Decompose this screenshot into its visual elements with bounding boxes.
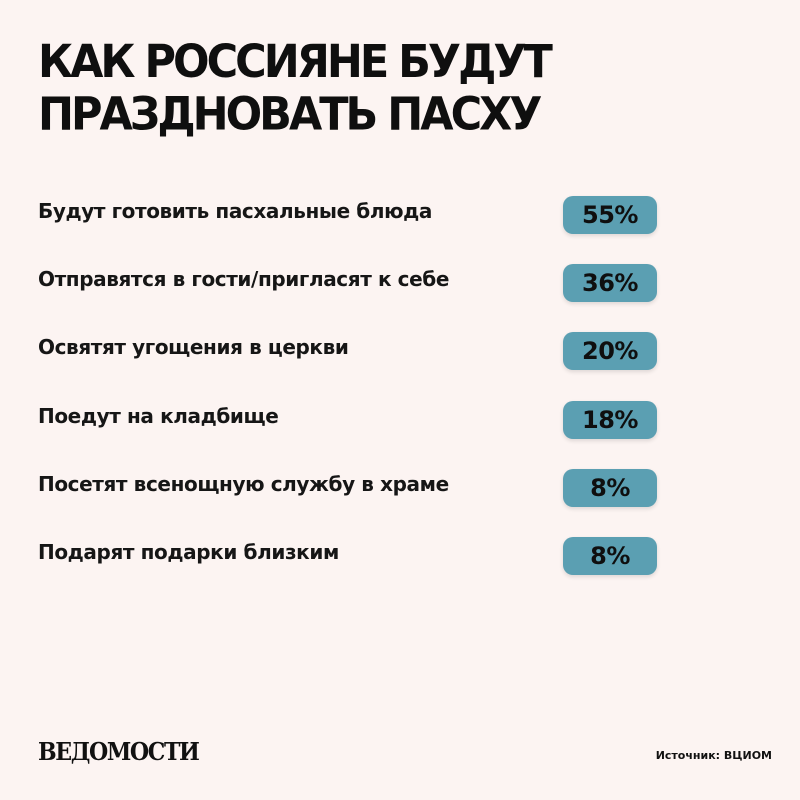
percent-badge: 55%: [563, 196, 657, 234]
percent-badge: 8%: [563, 469, 657, 507]
answer-label: Подарят подарки близким: [38, 540, 339, 564]
answer-label: Поедут на кладбище: [38, 404, 279, 428]
percent-badge: 20%: [563, 332, 657, 370]
percent-value: 36%: [582, 269, 638, 297]
answer-label: Посетят всенощную службу в храме: [38, 472, 449, 496]
answer-row: Подарят подарки близким 8%: [0, 537, 800, 577]
percent-value: 18%: [582, 406, 638, 434]
answer-label: Освятят угощения в церкви: [38, 335, 349, 359]
answer-label: Отправятся в гости/пригласят к себе: [38, 267, 450, 291]
title-line: КАК РОССИЯНЕ БУДУТ: [38, 36, 553, 89]
answer-row: Освятят угощения в церкви 20%: [0, 332, 800, 372]
percent-badge: 36%: [563, 264, 657, 302]
answer-row: Отправятся в гости/пригласят к себе 36%: [0, 264, 800, 304]
answer-row: Поедут на кладбище 18%: [0, 401, 800, 441]
percent-value: 55%: [582, 201, 638, 229]
percent-value: 8%: [590, 542, 630, 570]
percent-value: 8%: [590, 474, 630, 502]
vedomosti-logo: ВЕДОМОСТИ: [38, 737, 200, 766]
answer-row: Будут готовить пасхальные блюда 55%: [0, 196, 800, 236]
chart-title: КАК РОССИЯНЕ БУДУТ ПРАЗДНОВАТЬ ПАСХУ: [38, 36, 598, 141]
answer-label: Будут готовить пасхальные блюда: [38, 199, 433, 223]
source-note: Источник: ВЦИОМ: [655, 749, 772, 762]
answer-row: Посетят всенощную службу в храме 8%: [0, 469, 800, 509]
title-line: ПРАЗДНОВАТЬ ПАСХУ: [38, 88, 542, 142]
percent-badge: 18%: [563, 401, 657, 439]
percent-value: 20%: [582, 337, 638, 365]
percent-badge: 8%: [563, 537, 657, 575]
